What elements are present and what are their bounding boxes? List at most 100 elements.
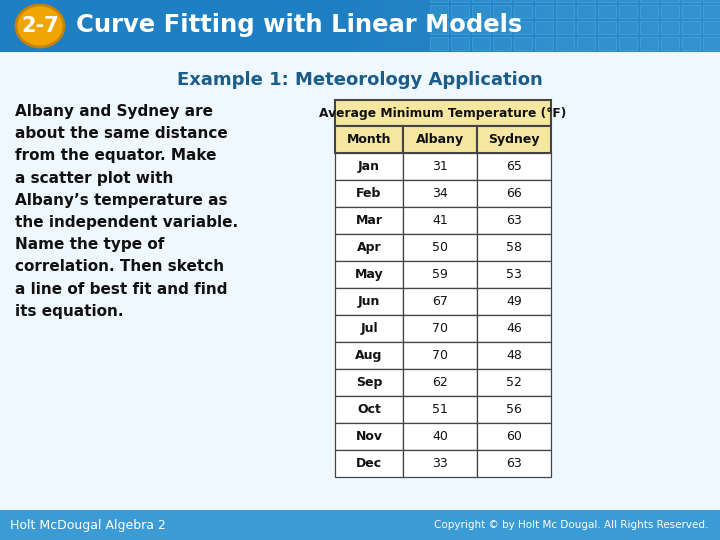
Bar [675,0,680,52]
FancyBboxPatch shape [514,0,532,2]
Bar [665,0,670,52]
Bar [586,0,591,52]
Text: 51: 51 [432,403,448,416]
FancyBboxPatch shape [703,0,720,2]
FancyBboxPatch shape [556,37,574,50]
Bar [335,100,551,126]
FancyBboxPatch shape [430,5,448,18]
Bar [393,0,398,52]
Bar [463,0,467,52]
Bar [477,369,551,396]
FancyBboxPatch shape [682,37,700,50]
Text: Jun: Jun [358,295,380,308]
Text: 70: 70 [432,322,448,335]
FancyBboxPatch shape [619,37,637,50]
Bar [335,396,403,423]
Bar [335,126,403,153]
Bar [467,0,472,52]
Ellipse shape [16,5,64,47]
Bar [477,234,551,261]
Bar [413,0,418,52]
Bar [335,288,403,315]
Bar [542,0,546,52]
FancyBboxPatch shape [472,21,490,34]
Bar [512,0,517,52]
Bar [557,0,562,52]
Text: Nov: Nov [356,430,382,443]
Text: Albany: Albany [416,133,464,146]
FancyBboxPatch shape [556,5,574,18]
Text: 63: 63 [506,457,522,470]
Bar [656,0,661,52]
Bar [403,423,477,450]
Text: Month: Month [347,133,391,146]
FancyBboxPatch shape [619,5,637,18]
FancyBboxPatch shape [577,0,595,2]
Text: 46: 46 [506,322,522,335]
Bar [324,0,329,52]
Bar [335,315,403,342]
Bar [0,0,720,52]
Bar [335,207,403,234]
Text: Copyright © by Holt Mc Dougal. All Rights Reserved.: Copyright © by Holt Mc Dougal. All Right… [433,520,708,530]
Bar [384,0,388,52]
FancyBboxPatch shape [493,5,511,18]
FancyBboxPatch shape [535,21,553,34]
Bar [403,315,477,342]
Bar [379,0,383,52]
Bar [477,342,551,369]
Text: 63: 63 [506,214,522,227]
FancyBboxPatch shape [493,37,511,50]
FancyBboxPatch shape [640,0,658,2]
Bar [339,0,344,52]
FancyBboxPatch shape [535,37,553,50]
FancyBboxPatch shape [598,0,616,2]
Text: 70: 70 [432,349,448,362]
Bar [517,0,522,52]
Bar [374,0,379,52]
FancyBboxPatch shape [451,37,469,50]
Text: 66: 66 [506,187,522,200]
Bar [408,0,413,52]
Text: 49: 49 [506,295,522,308]
Bar [532,0,537,52]
Bar [344,0,348,52]
FancyBboxPatch shape [577,37,595,50]
FancyBboxPatch shape [619,0,637,2]
Text: 2-7: 2-7 [21,16,59,36]
Text: 52: 52 [506,376,522,389]
Bar [403,234,477,261]
Bar [329,0,334,52]
FancyBboxPatch shape [682,0,700,2]
FancyBboxPatch shape [577,5,595,18]
Text: Albany and Sydney are
about the same distance
from the equator. Make
a scatter p: Albany and Sydney are about the same dis… [15,104,238,319]
Bar [335,423,403,450]
Bar [710,0,715,52]
Text: Mar: Mar [356,214,382,227]
Text: 56: 56 [506,403,522,416]
Bar [705,0,710,52]
Bar [552,0,557,52]
FancyBboxPatch shape [703,37,720,50]
Bar [701,0,705,52]
Bar [522,0,527,52]
Text: Sep: Sep [356,376,382,389]
Text: Jul: Jul [360,322,378,335]
Bar [582,0,586,52]
FancyBboxPatch shape [703,21,720,34]
Bar [487,0,492,52]
Bar [433,0,438,52]
Bar [403,153,477,180]
Text: Example 1: Meteorology Application: Example 1: Meteorology Application [177,71,543,89]
Text: 53: 53 [506,268,522,281]
Bar [477,261,551,288]
Bar [503,0,507,52]
Bar [527,0,532,52]
Bar [477,288,551,315]
FancyBboxPatch shape [430,37,448,50]
Bar [453,0,458,52]
Bar [631,0,636,52]
Bar [354,0,359,52]
Bar [680,0,685,52]
Bar [606,0,611,52]
